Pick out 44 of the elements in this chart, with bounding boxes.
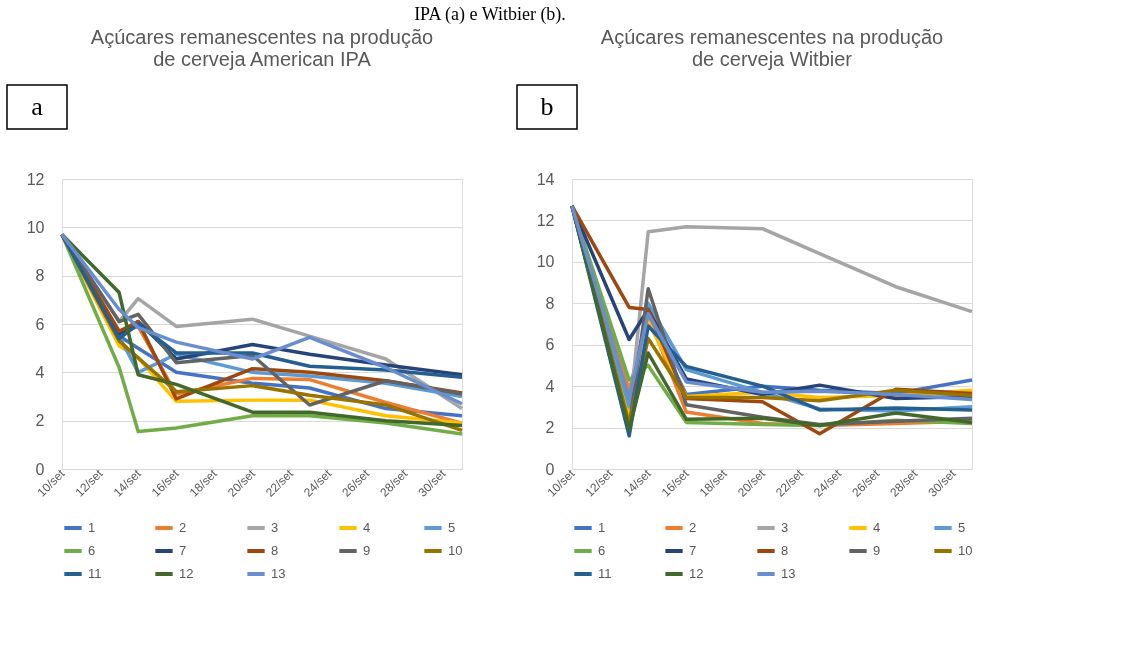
legend-label: 1 — [88, 520, 96, 535]
legend-label: 6 — [598, 543, 606, 558]
text: a — [31, 92, 44, 121]
legend-label: 6 — [88, 543, 96, 558]
y-tick-label: 4 — [35, 363, 45, 381]
legend-label: 13 — [781, 566, 796, 581]
chart-title: Açúcares remanescentes na produção de cerveja American IPA — [90, 26, 434, 71]
chart-title: Açúcares remanescentes na produção de cerveja Witbier — [600, 26, 944, 71]
legend-label: 3 — [271, 520, 279, 535]
y-tick-label: 2 — [545, 419, 555, 437]
y-tick-label: 6 — [545, 336, 555, 354]
legend-label: 12 — [689, 566, 704, 581]
legend-label: 5 — [958, 520, 966, 535]
text: IPA (a) e Witbier (b). — [414, 3, 566, 25]
legend-label: 9 — [363, 543, 371, 558]
legend-label: 2 — [689, 520, 697, 535]
legend-label: 7 — [179, 543, 187, 558]
y-tick-label: 4 — [545, 377, 555, 395]
legend-label: 5 — [448, 520, 456, 535]
legend-label: 2 — [179, 520, 187, 535]
y-tick-label: 10 — [536, 253, 555, 271]
y-tick-label: 8 — [545, 294, 555, 312]
y-tick-label: 12 — [536, 211, 555, 229]
y-tick-label: 12 — [26, 170, 45, 188]
legend-label: 8 — [781, 543, 789, 558]
y-tick-label: 6 — [35, 315, 45, 333]
legend-label: 13 — [271, 566, 286, 581]
y-tick-label: 10 — [26, 218, 45, 236]
legend-label: 4 — [363, 520, 371, 535]
legend-label: 10 — [958, 543, 973, 558]
legend-label: 8 — [271, 543, 279, 558]
y-tick-label: 14 — [536, 170, 555, 188]
legend-label: 11 — [598, 566, 612, 581]
y-tick-label: 2 — [35, 412, 45, 430]
legend-label: 4 — [873, 520, 881, 535]
legend-label: 10 — [448, 543, 463, 558]
legend-label: 7 — [689, 543, 697, 558]
legend-label: 11 — [88, 566, 102, 581]
legend-label: 12 — [179, 566, 194, 581]
y-tick-label: 8 — [35, 267, 45, 285]
legend-label: 1 — [598, 520, 606, 535]
legend-label: 9 — [873, 543, 881, 558]
text: b — [540, 92, 554, 121]
legend-label: 3 — [781, 520, 789, 535]
